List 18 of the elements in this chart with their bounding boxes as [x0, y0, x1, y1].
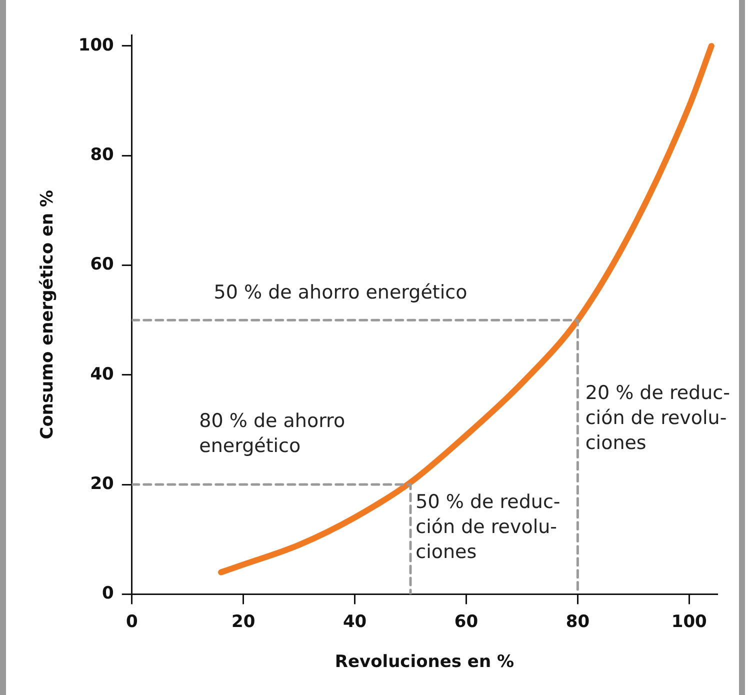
annotation: 50 % de reduc- ción de revolu- ciones	[416, 490, 560, 563]
y-tick-label: 40	[90, 364, 114, 384]
y-tick-label: 100	[78, 35, 114, 56]
annotation: 20 % de reduc- ción de revolu- ciones	[585, 382, 730, 454]
annotation: 80 % de ahorro energético	[199, 410, 346, 457]
x-tick-label: 20	[232, 612, 256, 632]
x-tick-label: 80	[566, 612, 590, 632]
y-tick-label: 80	[90, 145, 114, 166]
x-axis-title: Revoluciones en %	[334, 652, 514, 672]
x-tick-label: 0	[126, 612, 138, 632]
x-tick-label: 60	[454, 612, 478, 632]
x-tick-label: 40	[342, 612, 367, 632]
x-tick-label: 100	[671, 612, 708, 632]
y-tick-label: 60	[90, 254, 114, 275]
y-tick-label: 0	[102, 584, 114, 604]
annotation: 50 % de ahorro energético	[214, 281, 468, 304]
y-axis-title: Consumo energético en %	[38, 190, 58, 440]
y-tick-label: 20	[90, 474, 114, 494]
